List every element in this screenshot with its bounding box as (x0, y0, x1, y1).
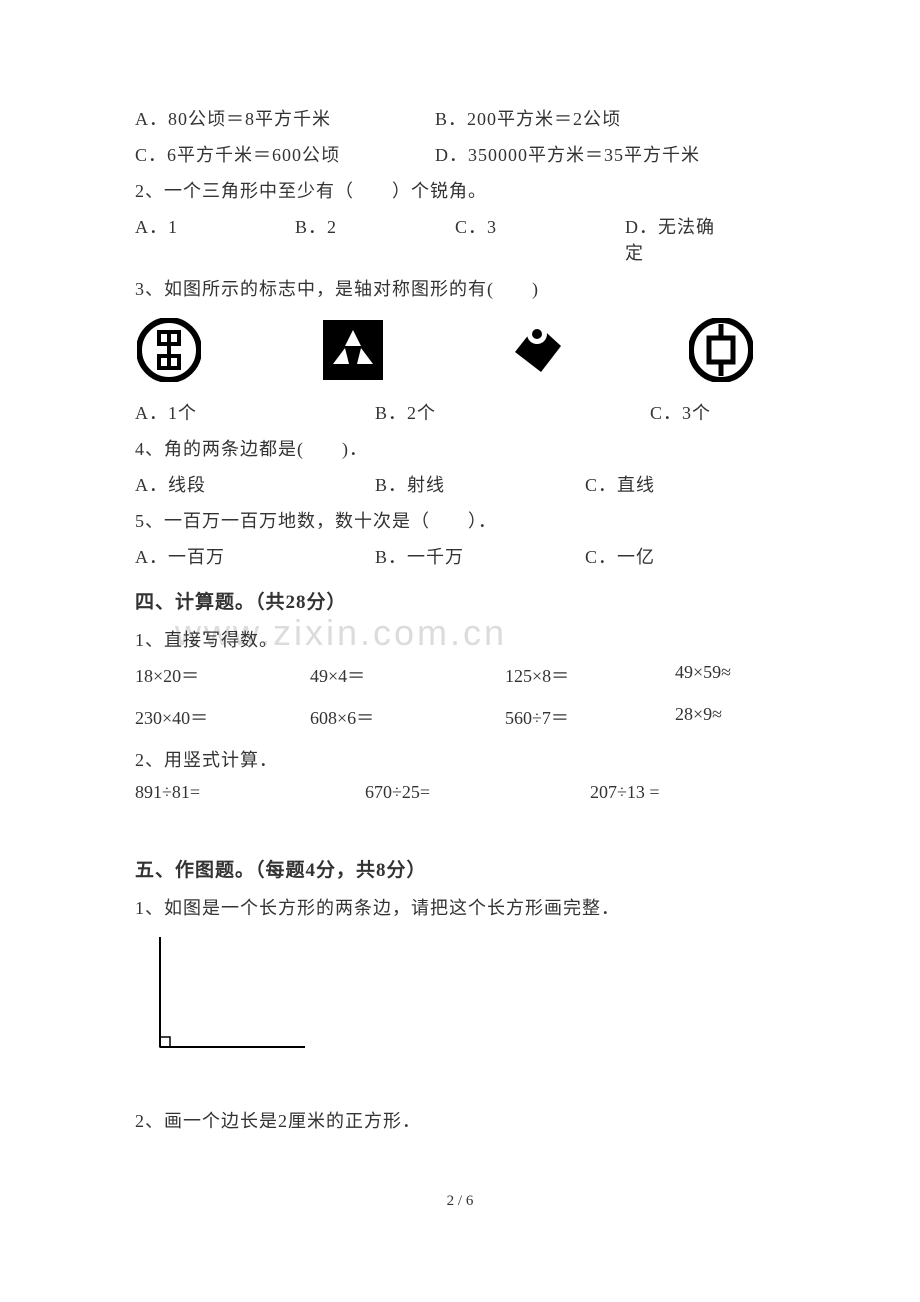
icbc-logo-icon (135, 316, 203, 384)
q1-opt-b: B．200平方米＝2公顷 (435, 105, 795, 131)
calc-r2-a: 230×40＝ (135, 704, 310, 730)
boc-logo-icon (687, 316, 755, 384)
calc-r2-c: 560÷7＝ (505, 704, 675, 730)
q3-text: 3、如图所示的标志中，是轴对称图形的有( ) (135, 275, 785, 301)
page-number: 2 / 6 (135, 1193, 785, 1210)
q4-text: 4、角的两条边都是( )． (135, 435, 785, 461)
calc-row3: 891÷81= 670÷25= 207÷13 = (135, 782, 785, 803)
q3-options: A．1个 B．2个 C．3个 (135, 399, 785, 425)
q4-opt-b: B．射线 (375, 471, 585, 497)
q1-opt-a: A．80公顷＝8平方千米 (135, 105, 435, 131)
diamond-c-icon (503, 316, 571, 384)
q3-opt-c: C．3个 (650, 399, 770, 425)
calc-r3-c: 207÷13 = (590, 782, 740, 803)
q4-opt-c: C．直线 (585, 471, 735, 497)
section4-sub2: 2、用竖式计算． (135, 746, 785, 772)
q4-opt-a: A．线段 (135, 471, 375, 497)
q2-opt-c: C．3 (455, 213, 625, 265)
calc-r1-b: 49×4＝ (310, 662, 505, 688)
section5-heading: 五、作图题。（每题4分，共8分） (135, 855, 785, 882)
q3-icons-row (135, 316, 755, 384)
section5-q2: 2、画一个边长是2厘米的正方形． (135, 1107, 785, 1133)
q2-options: A．1 B．2 C．3 D．无法确定 (135, 213, 785, 265)
calc-r1-d: 49×59≈ (675, 662, 785, 688)
right-angle-shape (145, 932, 785, 1057)
calc-r2-b: 608×6＝ (310, 704, 505, 730)
section4-sub1: 1、直接写得数。 (135, 626, 785, 652)
calc-row1: 18×20＝ 49×4＝ 125×8＝ 49×59≈ (135, 662, 785, 688)
q5-opt-b: B．一千万 (375, 543, 585, 569)
q1-row1: A．80公顷＝8平方千米 B．200平方米＝2公顷 (135, 105, 785, 131)
q5-options: A．一百万 B．一千万 C．一亿 (135, 543, 785, 569)
calc-r2-d: 28×9≈ (675, 704, 785, 730)
calc-r3-b: 670÷25= (365, 782, 590, 803)
q2-text: 2、一个三角形中至少有（ ）个锐角。 (135, 177, 785, 203)
q2-opt-b: B．2 (295, 213, 455, 265)
q5-opt-c: C．一亿 (585, 543, 735, 569)
calc-row2: 230×40＝ 608×6＝ 560÷7＝ 28×9≈ (135, 704, 785, 730)
calc-r1-a: 18×20＝ (135, 662, 310, 688)
q5-text: 5、一百万一百万地数，数十次是（ ）． (135, 507, 785, 533)
section5-q1: 1、如图是一个长方形的两条边，请把这个长方形画完整． (135, 894, 785, 920)
q1-row2: C．6平方千米＝600公顷 D．350000平方米＝35平方千米 (135, 141, 785, 167)
calc-r3-a: 891÷81= (135, 782, 365, 803)
q3-opt-b: B．2个 (375, 399, 650, 425)
section4-heading: 四、计算题。（共28分） (135, 587, 785, 614)
q4-options: A．线段 B．射线 C．直线 (135, 471, 785, 497)
q5-opt-a: A．一百万 (135, 543, 375, 569)
q2-opt-d: D．无法确定 (625, 213, 725, 265)
q3-opt-a: A．1个 (135, 399, 375, 425)
mitsubishi-style-icon (319, 316, 387, 384)
q2-opt-a: A．1 (135, 213, 295, 265)
q1-opt-d: D．350000平方米＝35平方千米 (435, 141, 795, 167)
q1-opt-c: C．6平方千米＝600公顷 (135, 141, 435, 167)
calc-r1-c: 125×8＝ (505, 662, 675, 688)
